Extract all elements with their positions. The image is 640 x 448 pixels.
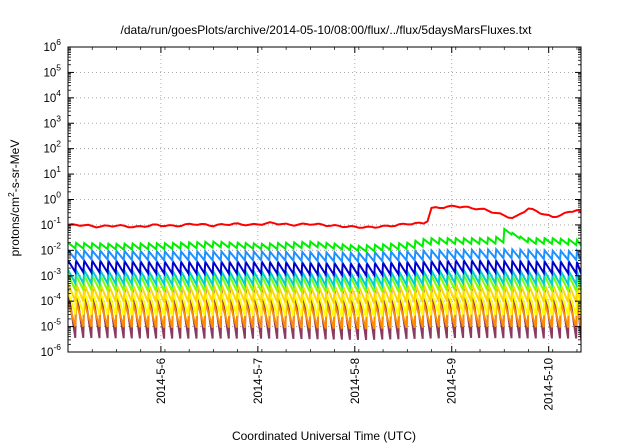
y-tick-label: 102 [43, 139, 61, 156]
y-tick-label-base: 10 [43, 144, 56, 156]
y-tick-label: 101 [43, 164, 61, 181]
y-tick-label-base: 10 [43, 195, 56, 207]
y-tick-label-base: 10 [41, 347, 54, 359]
y-tick-label-base: 10 [41, 271, 54, 283]
y-tick-label-exponent: -1 [53, 215, 61, 225]
y-tick-label-exponent: 1 [56, 164, 61, 174]
x-tick-label: 2014-5-9 [447, 358, 459, 404]
y-tick-label: 100 [43, 190, 61, 207]
y-tick-label: 105 [43, 62, 61, 79]
y-tick-label: 10-3 [41, 266, 62, 283]
x-tick-label: 2014-5-10 [544, 358, 556, 410]
chart-title: /data/run/goesPlots/archive/2014-05-10/0… [121, 23, 533, 37]
series-line [68, 246, 581, 265]
y-tick-label: 10-5 [41, 317, 62, 334]
x-tick-label: 2014-5-8 [350, 358, 362, 404]
y-tick-label-base: 10 [41, 296, 54, 308]
y-tick-label: 10-6 [41, 342, 62, 359]
series-group [68, 204, 581, 341]
y-tick-label: 10-2 [41, 240, 62, 257]
y-tick-label: 103 [43, 113, 61, 130]
y-tick-label-exponent: 0 [56, 190, 61, 200]
y-tick-label-exponent: -3 [53, 266, 61, 276]
y-tick-label-base: 10 [41, 220, 54, 232]
y-tick-label-exponent: 5 [56, 62, 61, 72]
x-axis-label: Coordinated Universal Time (UTC) [232, 429, 416, 443]
y-axis-label-main: protons/cm [8, 197, 22, 256]
series-line [68, 204, 581, 229]
y-tick-label-base: 10 [43, 67, 56, 79]
y-tick-label-exponent: -2 [53, 240, 61, 250]
y-axis-label: protons/cm2-s-sr-MeV [6, 140, 22, 257]
y-tick-label-exponent: -6 [53, 342, 61, 352]
y-tick-label-exponent: -5 [53, 317, 61, 327]
ticks: 10-610-510-410-310-210-11001011021031041… [41, 37, 581, 410]
y-tick-label-exponent: 2 [56, 139, 61, 149]
y-tick-label: 106 [43, 37, 61, 54]
series-line [68, 226, 581, 254]
y-tick-label: 10-4 [41, 291, 62, 308]
y-tick-label-exponent: 4 [56, 88, 61, 98]
y-tick-label-base: 10 [43, 93, 56, 105]
y-axis-label-superscript: 2 [6, 192, 16, 197]
y-tick-label: 104 [43, 88, 61, 105]
y-tick-label: 10-1 [41, 215, 62, 232]
y-tick-label-base: 10 [43, 169, 56, 181]
y-tick-label-exponent: -4 [53, 291, 61, 301]
y-tick-label-exponent: 3 [56, 113, 61, 123]
series-line [68, 257, 581, 279]
y-tick-label-base: 10 [41, 322, 54, 334]
x-tick-label: 2014-5-6 [156, 358, 168, 404]
y-tick-label-base: 10 [41, 245, 54, 257]
x-tick-label: 2014-5-7 [253, 358, 265, 404]
y-axis-label-rest: -s-sr-MeV [8, 140, 22, 193]
y-tick-label-base: 10 [43, 42, 56, 54]
y-tick-label-exponent: 6 [56, 37, 61, 47]
y-tick-label-base: 10 [43, 118, 56, 130]
